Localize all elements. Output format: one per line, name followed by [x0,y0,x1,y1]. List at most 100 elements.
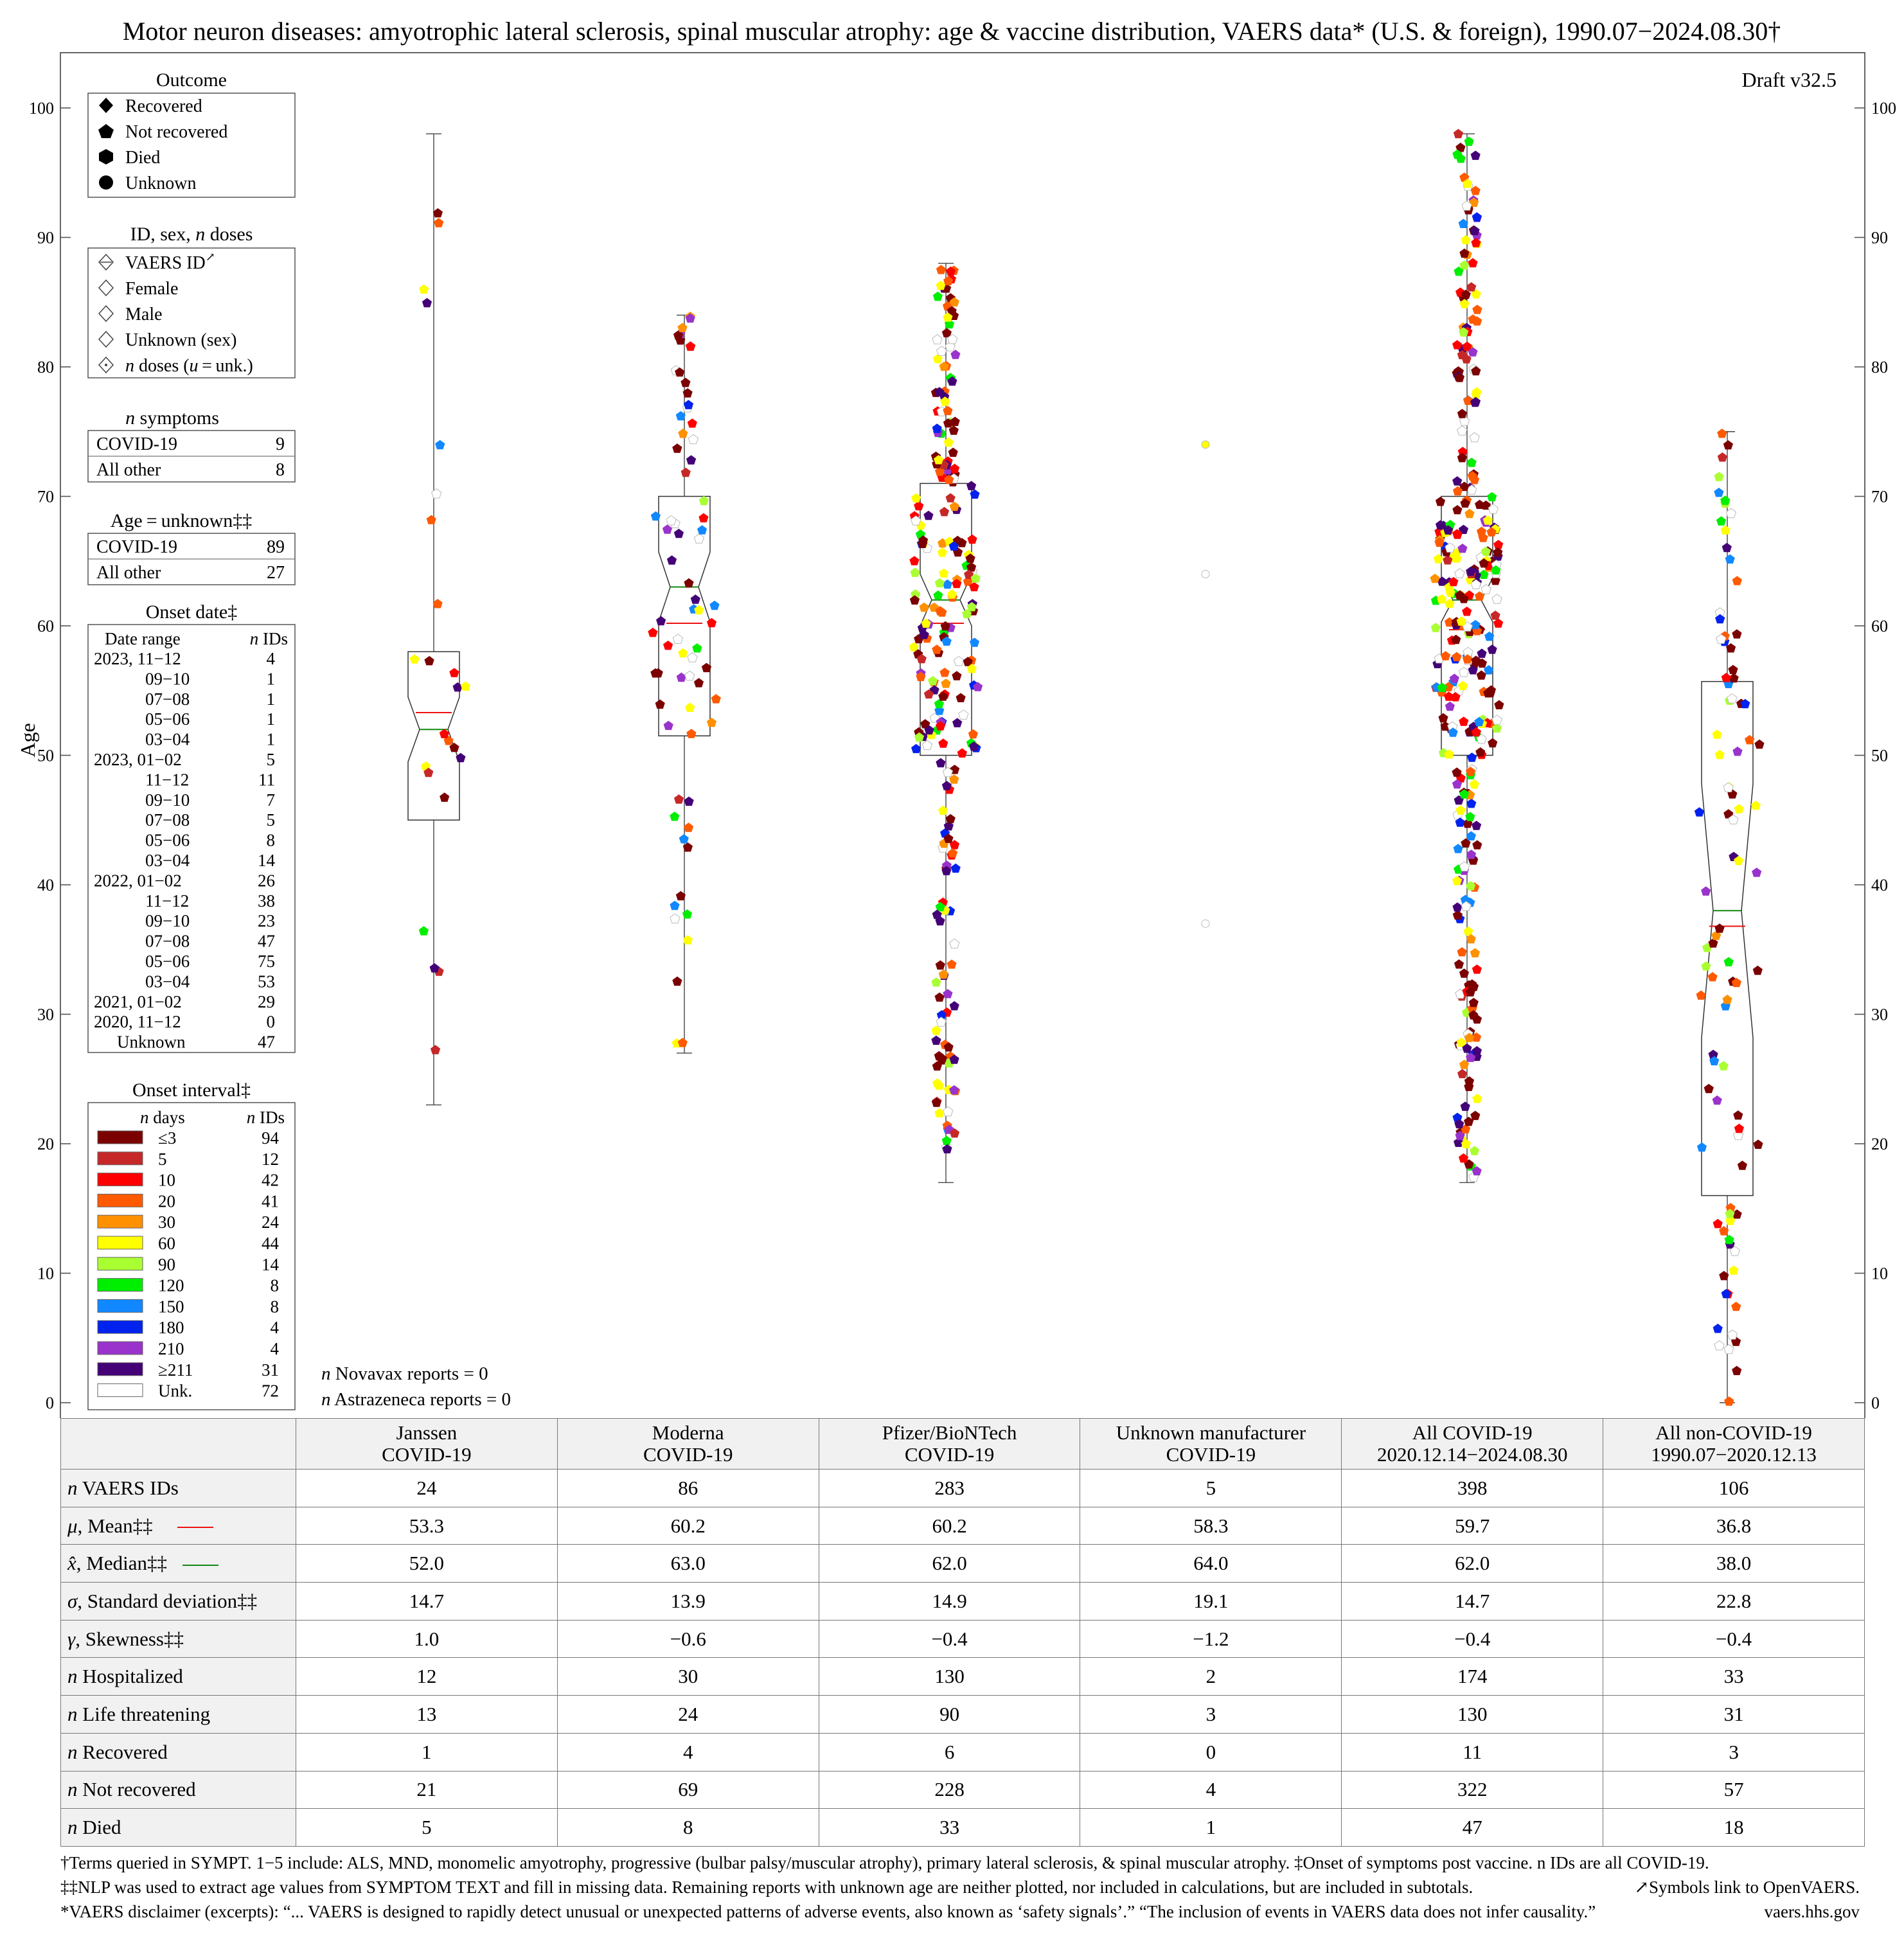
data-point [1472,1094,1482,1103]
onset-date-col-ids: n IDs [250,629,288,648]
data-point [969,637,980,647]
data-point [1468,347,1478,357]
data-point [1712,1095,1722,1105]
data-point [1459,416,1470,426]
data-point [697,525,707,535]
data-point [1714,923,1725,933]
data-point [938,738,948,748]
data-point [686,455,697,465]
data-point [1468,1010,1479,1020]
y-tick-label-left: 10 [37,1265,54,1283]
data-point [1491,715,1502,725]
data-point [666,555,677,565]
data-point [1719,1270,1729,1281]
data-point [943,833,954,843]
table-cell: 31 [1603,1695,1865,1734]
data-point [950,350,961,359]
data-point [934,387,945,396]
table-cell: 4 [556,1732,819,1772]
data-point [1728,814,1739,824]
data-point [672,976,682,986]
table-cell: 21 [296,1770,558,1809]
data-point [1731,977,1741,988]
data-point [1444,691,1454,701]
table-cell: 52.0 [296,1544,558,1583]
data-point [1723,440,1733,450]
legend-outcome-title: Outcome [156,69,227,91]
vaers-link[interactable]: vaers.hhs.gov [1764,1902,1860,1921]
data-point [1727,693,1738,704]
data-point [1470,397,1481,407]
data-point [953,655,965,666]
onset-date-count: 8 [267,831,276,850]
data-point [1433,554,1443,564]
data-point [1462,1044,1472,1053]
onset-interval-count: 4 [271,1339,280,1358]
onset-date-range: 03−04 [145,730,190,749]
data-point [1454,1119,1464,1128]
legend-male-label: Male [125,305,163,324]
data-point [1712,729,1722,739]
data-point [1468,665,1478,675]
data-point [1722,542,1732,553]
data-point [1201,569,1210,578]
onset-date-count: 1 [267,689,276,709]
table-cell: 1 [1080,1808,1342,1847]
onset-date-range: 2020, 11−12 [94,1012,181,1031]
data-point [460,681,471,691]
data-point [1457,544,1468,553]
data-point [684,796,694,806]
data-point [692,643,702,653]
data-point [1715,614,1725,624]
table-cell: 0 [1080,1732,1342,1772]
data-point [1454,266,1464,276]
data-point [690,594,700,604]
median-line-key [182,1565,218,1567]
data-point [1465,987,1475,997]
data-point [1470,150,1481,160]
data-point [1461,1124,1471,1133]
legend-outcome-label: Recovered [125,96,202,116]
data-point [1493,547,1503,557]
data-point [934,578,945,588]
data-point [969,582,979,592]
data-point [945,341,956,351]
age-unknown-value: 27 [267,563,285,583]
data-point [1486,527,1497,537]
data-point [949,1001,959,1011]
data-point [1468,258,1478,268]
y-tick-label-left: 70 [37,488,54,506]
data-point [1490,610,1500,620]
data-point [1696,1142,1707,1152]
data-point [673,794,684,804]
legend-outcome-box [87,93,296,198]
table-row: x̂, Median‡‡ 52.0 63.0 62.0 64.0 62.0 38.0 [60,1544,1865,1583]
footnote-openvaers-link[interactable]: ↗Symbols link to OpenVAERS. [1634,1878,1860,1897]
data-point [943,405,953,416]
data-point [419,284,429,294]
data-point [1459,861,1470,872]
chart-area: Motor neuron diseases: amyotrophic later… [16,17,1896,1418]
table-cell: 33 [1603,1657,1865,1696]
legend-outcome-label: Unknown [125,173,196,193]
symptoms-value: 8 [276,460,285,480]
data-point [1716,516,1727,526]
data-point [1459,968,1470,978]
data-point [1461,354,1472,364]
data-point [943,821,954,831]
data-point [1485,688,1495,698]
data-point [916,653,927,664]
row-label: n Life threatening [60,1695,296,1734]
data-point [1723,782,1734,792]
onset-date-count: 4 [267,649,276,668]
table-row: μ, Mean‡‡ 53.3 60.2 60.2 58.3 59.7 36.8 [60,1506,1865,1545]
data-point [932,1078,943,1088]
legend-onset-interval-title: Onset interval‡ [132,1079,251,1101]
notched-box [407,651,460,821]
onset-interval-swatch [97,1257,143,1271]
y-tick-label-right: 30 [1871,1006,1888,1024]
vaers-id-diamond-icon [98,253,114,271]
data-point [966,481,977,490]
data-point [1459,327,1469,337]
data-point [678,429,688,438]
